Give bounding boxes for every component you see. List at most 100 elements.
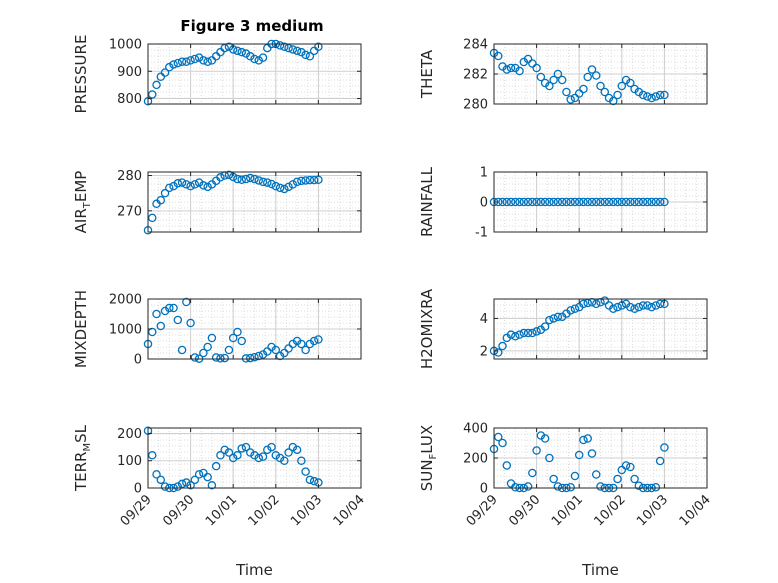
theta-point	[549, 75, 558, 85]
mixdepth-point	[177, 345, 187, 355]
terr_msl-point	[241, 442, 251, 452]
h2omixra-point	[553, 312, 563, 322]
terr_msl-point	[207, 481, 217, 490]
terr_msl-xtick-label: 10/01	[203, 492, 240, 529]
rainfall-point	[634, 197, 644, 207]
axes-terr_msl: 0 100 200 TERRMSL 09/29 09/30 10/01 10/02 10/03 1…	[72, 424, 368, 579]
sun_flux-point	[651, 482, 661, 492]
h2omixra-point	[591, 299, 601, 309]
rainfall-point	[562, 197, 571, 207]
rainfall-point	[647, 197, 656, 207]
terr_msl-point	[148, 451, 157, 460]
rainfall-point	[511, 197, 520, 207]
terr_msl-xtick-label: 10/02	[246, 492, 283, 529]
terr_msl-point	[152, 470, 161, 479]
mixdepth-point	[271, 345, 281, 355]
theta-point	[557, 75, 567, 85]
air_temp-point	[275, 183, 285, 193]
theta-point	[609, 96, 618, 106]
mixdepth-point	[186, 318, 195, 328]
pressure-point	[182, 57, 191, 66]
mixdepth-point	[228, 333, 238, 343]
axes-air_temp: 270 280 AIRTEMP	[72, 169, 362, 235]
rainfall-ytick-label: 1	[480, 166, 488, 181]
mixdepth-point	[280, 348, 289, 358]
theta-point	[617, 81, 627, 91]
air_temp-point	[254, 176, 264, 185]
mixdepth-ylabel: MIXDEPTH	[72, 290, 90, 368]
air_temp-point	[156, 195, 166, 205]
terr_msl-point	[250, 451, 259, 460]
theta-point	[655, 90, 665, 100]
mixdepth-point	[216, 354, 225, 363]
air_temp-point	[267, 179, 276, 189]
h2omixra-point	[519, 328, 529, 338]
air_temp-point	[250, 174, 259, 184]
mixdepth-point	[199, 348, 208, 358]
air_temp-point	[305, 175, 315, 185]
theta-point	[651, 92, 661, 101]
mixdepth-point	[190, 353, 200, 362]
terr_msl-point	[254, 453, 264, 463]
rainfall-point	[609, 197, 618, 207]
pressure-point	[301, 50, 310, 60]
h2omixra-point	[549, 314, 558, 323]
pressure-point	[314, 42, 323, 51]
sun_flux-point	[583, 434, 592, 443]
pressure-point	[288, 45, 298, 54]
sun_flux-xtick-label: 09/29	[464, 492, 501, 529]
mixdepth-point	[314, 335, 323, 344]
air_temp-point	[258, 177, 268, 187]
h2omixra-point	[506, 330, 516, 339]
h2omixra-point	[643, 301, 652, 310]
rainfall-point	[557, 197, 567, 207]
theta-point	[506, 63, 516, 73]
air_temp-point	[233, 174, 242, 184]
h2omixra-point	[498, 341, 507, 351]
terr_msl-ytick-label: 200	[117, 427, 142, 442]
h2omixra-point	[494, 348, 503, 357]
rainfall-point	[506, 197, 516, 207]
sun_flux-point	[502, 461, 512, 470]
mixdepth-point	[263, 347, 272, 356]
air_temp-point	[314, 175, 323, 185]
air_temp-point	[245, 173, 255, 183]
theta-ylabel: THETA	[418, 49, 436, 99]
air_temp-point	[284, 182, 293, 192]
mixdepth-point	[152, 309, 161, 319]
air_temp-point	[177, 178, 187, 187]
rainfall-point	[630, 197, 639, 207]
mixdepth-point	[237, 336, 246, 346]
theta-ytick-label: 280	[463, 98, 488, 113]
air_temp-point	[292, 177, 302, 187]
sun_flux-point	[596, 482, 605, 491]
theta-point	[515, 66, 524, 76]
terr_msl-point	[156, 475, 166, 485]
sun_flux-point	[655, 456, 665, 466]
rainfall-point	[540, 197, 550, 207]
mixdepth-point	[224, 345, 234, 355]
h2omixra-point	[570, 304, 580, 313]
pressure-ylabel: PRESSURE	[72, 35, 90, 114]
pressure-point	[148, 90, 157, 99]
theta-point	[545, 81, 554, 91]
theta-ytick-label: 282	[463, 68, 488, 83]
rainfall-point	[651, 197, 661, 207]
sun_flux-xlabel: Time	[581, 561, 619, 579]
rainfall-point	[643, 197, 652, 207]
terr_msl-point	[190, 475, 200, 485]
pressure-point	[224, 42, 234, 51]
rainfall-point	[638, 197, 648, 207]
air_temp-point	[216, 173, 225, 182]
axes-theta: 280 282 284 THETA	[418, 38, 708, 113]
terr_msl-axes-box	[147, 427, 362, 489]
h2omixra-point	[515, 330, 524, 339]
terr_msl-point	[182, 478, 191, 487]
pressure-point	[297, 47, 306, 57]
air_temp-axes-box	[147, 171, 362, 233]
terr_msl-point	[224, 448, 234, 457]
theta-point	[532, 63, 541, 73]
sun_flux-xtick-label: 10/03	[634, 492, 671, 529]
theta-point	[660, 90, 669, 100]
